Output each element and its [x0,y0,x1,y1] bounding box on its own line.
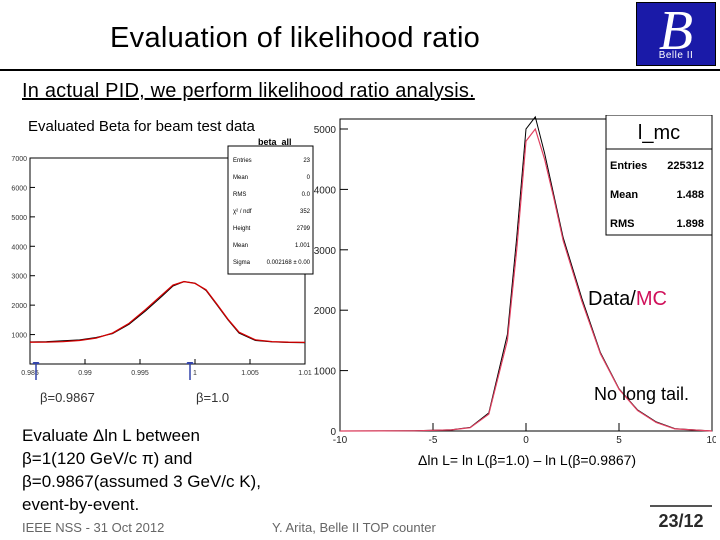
logo-letter: B [658,0,694,62]
stats-value: 1.898 [676,218,704,230]
lmc-histogram: 0 1000 2000 3000 4000 5000 -10 -5 0 5 10 l_mc Entrie… [314,115,716,446]
stats-key: Mean [233,175,248,181]
stats-title: beta_all [258,138,292,147]
stats-key: Entries [610,160,647,172]
slide-title: Evaluation of likelihood ratio [110,22,481,54]
y-tick-label: 7000 [11,156,27,163]
x-tick-label: 0 [523,435,529,446]
beta-high-label: β=1.0 [196,390,230,405]
stats-key: Mean [610,189,638,201]
x-tick-label: 5 [616,435,622,446]
y-tick-label: 6000 [11,185,27,192]
stats-key: Entries [233,158,252,164]
stats-key: Mean [233,243,248,249]
beta-low-label: β=0.9867 [40,390,95,405]
mc-histogram-line [339,127,713,432]
description-line: event-by-event. [22,495,140,514]
footer-center: Y. Arita, Belle II TOP counter [272,520,436,535]
y-tick-label: 3000 [11,274,27,281]
y-tick-label: 5000 [11,215,27,222]
stats-box [227,145,314,275]
stats-value: 352 [300,209,311,215]
fit-curve-line [29,280,306,344]
stats-key: RMS [610,218,634,230]
description-line: Evaluate Δln L between [22,426,201,445]
stats-key: χ² / ndf [233,209,252,215]
data-mc-label: Data/MC [588,288,667,311]
stats-value: 23 [303,158,310,164]
footer-left: IEEE NSS - 31 Oct 2012 [22,520,165,535]
stats-value: 1.488 [676,189,704,201]
x-tick-label: 1.005 [241,370,259,377]
stats-key: Sigma [233,260,251,266]
stats-value: 0.0 [302,192,311,198]
beta-arrows [32,362,194,380]
y-tick-label: 5000 [314,125,337,136]
y-tick-label: 2000 [11,303,27,310]
y-tick-label: 3000 [314,246,337,257]
beta-histogram: 1000 2000 3000 4000 5000 6000 7000 0.985 0.99 0.9… [0,138,318,388]
beam-test-label: Evaluated Beta for beam test data [28,118,255,135]
y-tick-label: 1000 [11,333,27,340]
page-number: 23/12 [650,505,712,532]
stats-value: 1.001 [295,243,311,249]
x-tick-label: -10 [333,435,348,446]
description-text: Evaluate Δln L between β=1(120 GeV/c π) … [22,424,261,516]
stats-value: 0.002168 ± 0.00 [267,260,311,266]
y-tick-label: 0 [330,427,336,438]
x-tick-label: -5 [429,435,438,446]
mc-label: MC [635,288,667,310]
belle-ii-logo: B Belle II [636,0,716,66]
no-tail-label: No long tail. [594,384,690,404]
y-tick-label: 4000 [314,185,337,196]
slide-subtitle: In actual PID, we perform likelihood rat… [22,80,475,102]
y-tick-label: 4000 [11,244,27,251]
description-line: β=0.9867(assumed 3 GeV/c K), [22,472,261,491]
x-tick-label: 1.01 [298,370,312,377]
x-tick-label: 0.99 [78,370,92,377]
y-tick-label: 2000 [314,306,337,317]
stats-key: Height [233,226,251,232]
data-label: Data/ [588,288,636,310]
x-tick-label: 1 [193,370,197,377]
x-tick-label: 10 [706,435,716,446]
stats-title: l_mc [638,122,680,144]
y-tick-label: 1000 [314,367,337,378]
stats-box [605,115,713,236]
stats-value: 0 [307,175,311,181]
description-line: β=1(120 GeV/c π) and [22,449,193,468]
xaxis-label: Δln L= ln L(β=1.0) – ln L(β=0.9867) [418,452,637,468]
stats-key: RMS [233,192,246,198]
x-tick-label: 0.995 [131,370,149,377]
x-tick-label: 0.985 [21,370,39,377]
stats-value: 225312 [667,160,704,172]
title-divider [0,69,720,71]
stats-value: 2799 [297,226,311,232]
logo-text: Belle II [658,50,694,61]
